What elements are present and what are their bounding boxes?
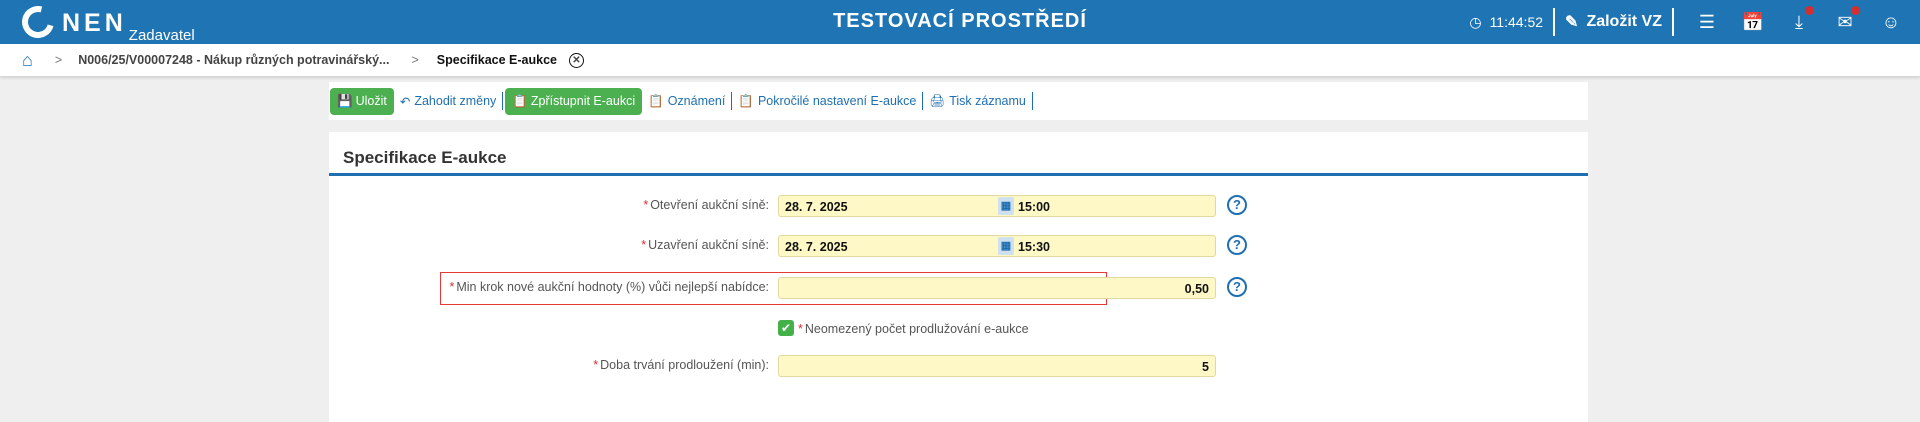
publish-auction-button[interactable]: 📋 Zpřístupnit E-aukci [505, 87, 643, 115]
extension-duration-input[interactable]: 5 [778, 355, 1216, 377]
open-row: * Otevření aukční síně: 28. 7. 2025 ▦ 15:00… [329, 194, 1588, 218]
clock-time: 11:44:52 [1489, 14, 1544, 30]
user-icon[interactable]: ☺ [1881, 11, 1901, 32]
open-date-value: 28. 7. 2025 [785, 200, 848, 214]
help-icon[interactable]: ? [1227, 235, 1247, 255]
edit-icon: ✎ [1565, 14, 1579, 31]
divider [1672, 8, 1674, 36]
nen-logo[interactable]: NEN Zadavatel [16, 0, 195, 44]
advanced-label: Pokročilé nastavení E-aukce [757, 94, 917, 108]
logo-text: NEN [62, 9, 127, 37]
calendar-icon[interactable]: 📅 [1741, 11, 1765, 32]
divider [502, 92, 504, 110]
notice-label: Oznámení [667, 94, 726, 108]
required-mark: * [449, 280, 455, 294]
close-icon[interactable]: ✕ [569, 52, 584, 68]
discard-button[interactable]: ↶ Zahodit změny [394, 94, 502, 109]
create-vz-button[interactable]: ✎ Založit VZ [1565, 12, 1662, 32]
discard-label: Zahodit změny [414, 94, 497, 108]
notice-button[interactable]: 📋 Oznámení [642, 94, 731, 109]
help-icon[interactable]: ? [1227, 277, 1247, 297]
breadcrumb: ⌂ > N006/25/V00007248 - Nákup různých po… [0, 44, 1920, 76]
save-button[interactable]: 💾 Uložit [330, 87, 394, 115]
auction-spec-panel: Specifikace E-aukce * Otevření aukční sín… [329, 132, 1588, 422]
chevron-right-icon: > [54, 53, 63, 67]
open-datetime-field[interactable]: 28. 7. 2025 ▦ 15:00 [778, 195, 1216, 217]
top-bar: NEN Zadavatel TESTOVACÍ PROSTŘEDÍ ◷ 11:44… [0, 0, 1920, 44]
required-mark: * [641, 238, 647, 252]
save-icon: 💾 [337, 93, 353, 108]
close-date-value: 28. 7. 2025 [785, 240, 848, 254]
home-icon[interactable]: ⌂ [22, 49, 33, 70]
close-time-value[interactable]: 15:30 [1018, 240, 1050, 254]
environment-title: TESTOVACÍ PROSTŘEDÍ [833, 10, 1087, 32]
calendar-icon[interactable]: ▦ [998, 237, 1014, 255]
undo-icon: ↶ [399, 94, 411, 109]
divider [1031, 92, 1033, 110]
divider [731, 92, 733, 110]
calendar-icon[interactable]: ▦ [998, 197, 1014, 215]
toolbar: 💾 Uložit ↶ Zahodit změny 📋 Zpřístupnit E-au… [329, 82, 1588, 120]
open-label-text: Otevření aukční síně: [650, 198, 769, 212]
help-icon[interactable]: ? [1227, 195, 1247, 215]
print-label: Tisk záznamu [949, 94, 1026, 108]
logo-subtitle: Zadavatel [128, 27, 195, 44]
unlimited-extension-checkbox[interactable]: ✔ [778, 320, 794, 336]
extension-label: * Doba trvání prodloužení (min): [593, 358, 769, 372]
publish-label: Zpřístupnit E-aukci [530, 94, 636, 108]
divider [1553, 8, 1556, 36]
menu-icon[interactable]: ☰ [1698, 11, 1716, 32]
close-row: * Uzavření aukční síně: 28. 7. 2025 ▦ 15:30… [329, 234, 1588, 258]
min-step-label-text: Min krok nové aukční hodnoty (%) vůči ne… [456, 280, 769, 294]
min-step-row: * Min krok nové aukční hodnoty (%) vůči n… [329, 276, 1588, 300]
chevron-right-icon: > [411, 53, 419, 67]
title-underline [329, 173, 1588, 176]
divider [922, 92, 924, 110]
notification-dot [1851, 5, 1860, 15]
unlimited-row: ✔ * Neomezený počet prodlužování e-aukce [329, 318, 1588, 342]
extension-row: * Doba trvání prodloužení (min): 5 [329, 354, 1588, 378]
panel-title: Specifikace E-aukce [343, 148, 507, 167]
min-step-input[interactable]: 0,50 [778, 277, 1216, 299]
breadcrumb-current: Specifikace E-aukce [436, 53, 557, 67]
session-clock: ◷ 11:44:52 [1469, 14, 1543, 31]
download-icon[interactable]: ⤓ [1776, 5, 1822, 33]
unlimited-label: * Neomezený počet prodlužování e-aukce [798, 322, 1029, 336]
close-datetime-field[interactable]: 28. 7. 2025 ▦ 15:30 [778, 235, 1216, 257]
printer-icon: 🖨 [929, 93, 946, 108]
close-label: * Uzavření aukční síně: [641, 238, 769, 252]
required-mark: * [593, 358, 599, 372]
mail-icon[interactable]: ✉ [1822, 5, 1868, 33]
min-step-label: * Min krok nové aukční hodnoty (%) vůči n… [449, 280, 769, 294]
clipboard-icon: 📋 [738, 93, 754, 108]
required-mark: * [798, 322, 803, 336]
clipboard-icon: 📋 [512, 93, 528, 108]
required-mark: * [643, 198, 649, 212]
breadcrumb-item-tender[interactable]: N006/25/V00007248 - Nákup různých potrav… [78, 53, 390, 67]
advanced-settings-button[interactable]: 📋 Pokročilé nastavení E-aukce [732, 94, 922, 109]
clipboard-icon: 📋 [648, 93, 664, 108]
open-label: * Otevření aukční síně: [643, 198, 769, 212]
unlimited-label-text: Neomezený počet prodlužování e-aukce [804, 322, 1029, 336]
notification-dot [1805, 5, 1814, 15]
clock-icon: ◷ [1469, 13, 1482, 30]
save-label: Uložit [355, 94, 387, 108]
print-button[interactable]: 🖨 Tisk záznamu [923, 94, 1032, 109]
create-vz-label: Založit VZ [1586, 13, 1662, 30]
extension-label-text: Doba trvání prodloužení (min): [600, 358, 769, 372]
open-time-value[interactable]: 15:00 [1018, 200, 1050, 214]
close-label-text: Uzavření aukční síně: [648, 238, 769, 252]
